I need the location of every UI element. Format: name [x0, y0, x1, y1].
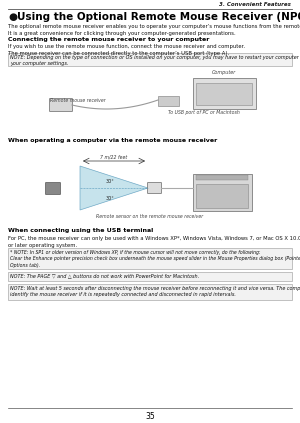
- FancyBboxPatch shape: [8, 284, 292, 300]
- FancyBboxPatch shape: [8, 248, 292, 269]
- Text: To USB port of PC or Macintosh: To USB port of PC or Macintosh: [168, 110, 240, 115]
- FancyBboxPatch shape: [8, 272, 292, 281]
- Text: 7 m/22 feet: 7 m/22 feet: [100, 154, 127, 159]
- Polygon shape: [80, 166, 148, 210]
- FancyBboxPatch shape: [46, 182, 61, 195]
- Text: NOTE: Depending on the type of connection or OS installed on your computer, you : NOTE: Depending on the type of connectio…: [10, 55, 300, 66]
- FancyBboxPatch shape: [196, 184, 248, 208]
- FancyBboxPatch shape: [196, 83, 252, 105]
- Text: For PC, the mouse receiver can only be used with a Windows XP*, Windows Vista, W: For PC, the mouse receiver can only be u…: [8, 236, 300, 247]
- Text: Remote mouse receiver: Remote mouse receiver: [50, 98, 106, 103]
- FancyBboxPatch shape: [158, 96, 178, 105]
- FancyBboxPatch shape: [193, 77, 256, 109]
- Text: 30°: 30°: [106, 179, 115, 184]
- Text: If you wish to use the remote mouse function, connect the mouse receiver and com: If you wish to use the remote mouse func…: [8, 44, 245, 55]
- FancyBboxPatch shape: [8, 53, 292, 66]
- Text: Computer: Computer: [212, 70, 236, 75]
- Text: NOTE: The PAGE ▽ and △ buttons do not work with PowerPoint for Macintosh.: NOTE: The PAGE ▽ and △ buttons do not wo…: [10, 274, 199, 278]
- FancyBboxPatch shape: [193, 173, 251, 211]
- Text: NOTE: Wait at least 5 seconds after disconnecting the mouse receiver before reco: NOTE: Wait at least 5 seconds after disc…: [10, 286, 300, 297]
- FancyBboxPatch shape: [196, 175, 248, 180]
- Text: 35: 35: [145, 412, 155, 421]
- Text: * NOTE: In SP1 or older version of Windows XP, if the mouse cursor will not move: * NOTE: In SP1 or older version of Windo…: [10, 250, 300, 268]
- Text: Remote sensor on the remote mouse receiver: Remote sensor on the remote mouse receiv…: [96, 214, 204, 219]
- Text: When connecting using the USB terminal: When connecting using the USB terminal: [8, 228, 153, 233]
- Text: Using the Optional Remote Mouse Receiver (NP01MR): Using the Optional Remote Mouse Receiver…: [17, 12, 300, 22]
- FancyBboxPatch shape: [148, 182, 161, 193]
- FancyBboxPatch shape: [50, 99, 73, 112]
- Text: The optional remote mouse receiver enables you to operate your computer’s mouse : The optional remote mouse receiver enabl…: [8, 24, 300, 36]
- Text: 30°: 30°: [106, 195, 115, 201]
- Text: When operating a computer via the remote mouse receiver: When operating a computer via the remote…: [8, 138, 217, 143]
- Text: ●: ●: [8, 12, 17, 22]
- Text: Connecting the remote mouse receiver to your computer: Connecting the remote mouse receiver to …: [8, 37, 209, 42]
- Text: 3. Convenient Features: 3. Convenient Features: [219, 2, 291, 7]
